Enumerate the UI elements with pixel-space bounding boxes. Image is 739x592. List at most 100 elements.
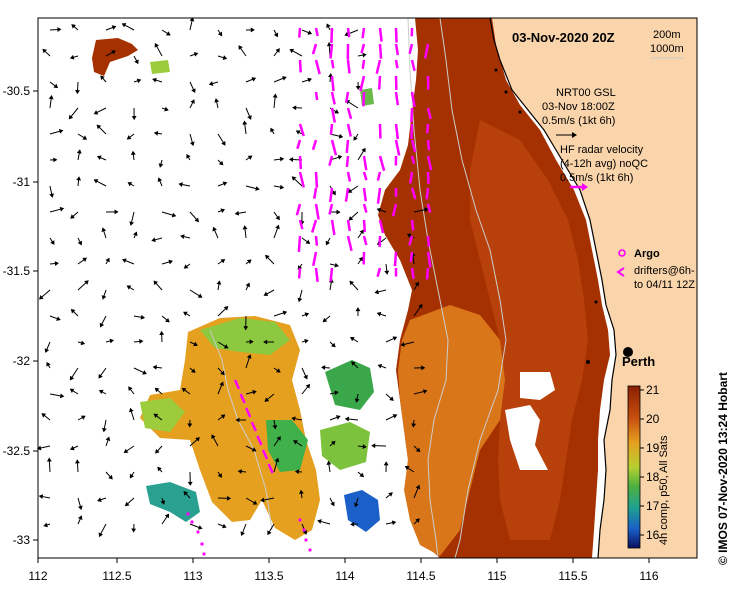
hf-vector-arrow xyxy=(314,267,319,283)
gsl-vector-arrow xyxy=(357,444,367,450)
hf-vectors xyxy=(233,27,433,474)
hf-legend-line3: 0.5m/s (1kt 6h) xyxy=(560,172,633,184)
gsl-vector-arrow xyxy=(350,521,359,527)
gsl-vector-arrow xyxy=(158,159,164,168)
gsl-vector-arrow xyxy=(121,23,135,31)
gsl-vector-arrow xyxy=(357,52,367,58)
y-tick-label: -32 xyxy=(13,354,31,368)
gsl-vector-arrow xyxy=(217,367,225,376)
gsl-vector-arrow xyxy=(105,209,119,215)
hf-vector-arrow xyxy=(345,155,350,167)
hf-legend-arrow xyxy=(570,183,588,191)
gsl-vector-arrow xyxy=(217,341,229,349)
gsl-vector-arrow xyxy=(132,231,138,239)
hf-vector-arrow xyxy=(410,59,416,72)
gsl-vector-arrow xyxy=(124,497,135,507)
hf-vector-arrow xyxy=(376,187,382,204)
hf-vector-arrow xyxy=(426,107,432,120)
gsl-vector-arrow xyxy=(133,339,144,344)
hf-vector-arrow xyxy=(426,251,432,268)
gsl-vector-arrow xyxy=(217,414,226,421)
gsl-vector-arrow xyxy=(235,417,247,423)
hf-vector-arrow xyxy=(261,449,269,460)
gsl-vector-arrow xyxy=(153,413,163,421)
gsl-vector-arrow xyxy=(301,312,310,317)
gsl-vector-arrow xyxy=(68,107,79,120)
gsl-vector-arrow xyxy=(347,185,359,193)
gsl-vector-arrow xyxy=(242,225,248,239)
sst-west-green-2 xyxy=(266,420,308,472)
gsl-vector-arrow xyxy=(161,29,171,36)
hf-vector-arrow xyxy=(423,43,430,59)
gsl-legend-line3: 0.5m/s (1kt 6h) xyxy=(542,115,615,127)
gsl-vector-arrow xyxy=(129,407,135,421)
gsl-vector-arrow xyxy=(189,133,195,147)
gsl-vector-arrow xyxy=(98,389,107,395)
hf-vector-arrow xyxy=(256,435,263,446)
gsl-vector-arrow xyxy=(69,367,79,381)
colorbar-tick-label: 16 xyxy=(646,528,660,542)
gsl-vector-arrow xyxy=(133,78,142,84)
gsl-vector-arrow xyxy=(301,77,312,83)
gsl-vector-arrow xyxy=(186,154,191,161)
hf-vector-arrow xyxy=(314,59,321,75)
gsl-vector-arrow xyxy=(154,42,163,57)
gsl-vector-arrow xyxy=(301,29,313,35)
gsl-vector-arrow xyxy=(49,261,59,266)
gsl-vector-arrow xyxy=(129,211,135,226)
gsl-vector-arrow xyxy=(76,149,82,161)
hf-vector-arrow xyxy=(344,187,350,202)
hf-vector-arrow xyxy=(426,155,433,171)
colorbar-tick-label: 20 xyxy=(646,412,660,426)
sst-blue-patch xyxy=(344,490,380,532)
hf-vector-arrow xyxy=(362,187,368,202)
gsl-vector-arrow xyxy=(49,237,55,245)
gsl-vector-arrow xyxy=(211,434,219,447)
hf-vector-arrow xyxy=(314,171,319,188)
y-tick-label: -30.5 xyxy=(3,84,31,98)
gsl-vector-arrow xyxy=(130,150,136,161)
gsl-vector-arrow xyxy=(105,471,113,480)
gsl-vector-arrow xyxy=(133,367,147,375)
sst-mid-blob-1 xyxy=(325,360,374,410)
gsl-vector-arrow xyxy=(105,338,114,344)
gsl-vector-arrow xyxy=(374,289,387,295)
gsl-vector-arrow xyxy=(293,440,303,447)
gsl-vector-arrow xyxy=(77,280,89,291)
x-tick-label: 112.5 xyxy=(102,569,131,583)
gsl-vector-arrow xyxy=(152,77,163,83)
sst-mid-blob-2 xyxy=(320,422,370,470)
hf-vector-arrow xyxy=(426,203,432,213)
gsl-vector-arrow xyxy=(273,224,280,239)
gsl-vector-arrow xyxy=(77,237,83,246)
gsl-vector-arrow xyxy=(355,307,361,317)
hf-vector-arrow xyxy=(330,59,335,69)
hf-vector-arrow xyxy=(408,43,414,55)
gsl-vector-arrow xyxy=(97,497,107,502)
gsl-vector-arrow xyxy=(291,176,303,187)
gsl-vector-arrow xyxy=(265,254,275,265)
gsl-vector-arrow xyxy=(299,489,304,499)
gsl-vector-arrow xyxy=(189,211,199,223)
hf-vector-arrow xyxy=(239,393,246,404)
gsl-vector-arrow xyxy=(349,280,359,291)
x-tick-label: 112 xyxy=(28,569,47,583)
gsl-vector-arrow xyxy=(98,367,107,379)
y-tick-label: -31.5 xyxy=(3,264,31,278)
gsl-vector-arrow xyxy=(272,93,278,109)
colorbar-ticks: 21 20 19 18 17 16 xyxy=(640,383,660,542)
colorbar-tick-label: 21 xyxy=(646,383,660,397)
gsl-vector-arrow xyxy=(413,303,423,317)
hf-legend-line1: HF radar velocity xyxy=(560,144,644,156)
hf-vector-arrow xyxy=(330,139,338,156)
gsl-vector-arrow xyxy=(187,471,193,486)
gsl-vector-arrow xyxy=(105,50,116,57)
gsl-vector-arrow xyxy=(154,387,163,395)
hf-vector-arrow xyxy=(298,171,305,188)
plot-frame xyxy=(37,17,698,559)
gsl-vector-arrow xyxy=(384,263,390,275)
drifters-label-line1: drifters@6h- xyxy=(634,265,695,277)
gsl-vector-arrow xyxy=(385,520,397,526)
gsl-vector-arrow xyxy=(291,416,303,422)
